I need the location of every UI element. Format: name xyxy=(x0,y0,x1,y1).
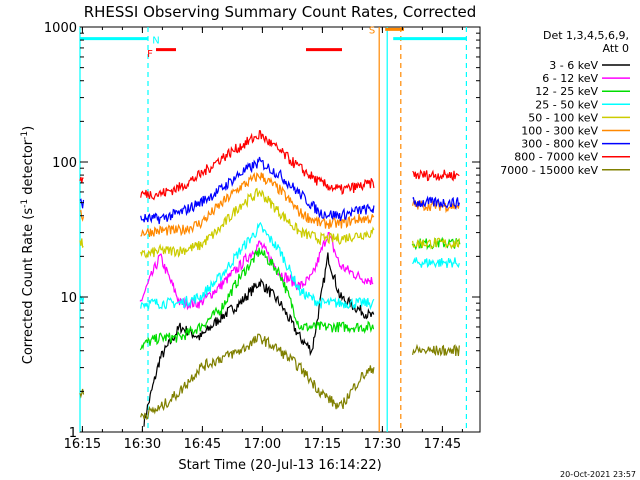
y-tick-label-3: 100 xyxy=(52,156,77,171)
annotation-s: S xyxy=(369,25,375,36)
series-9-segment-1 xyxy=(79,388,85,399)
series-7-segment-3 xyxy=(412,195,460,211)
series-6 xyxy=(79,172,460,238)
series-1-segment-1 xyxy=(143,252,375,427)
series-7 xyxy=(79,156,460,225)
legend-header-1: Det 1,3,4,5,6,9, xyxy=(543,29,629,42)
legend-label-1: 3 - 6 keV xyxy=(549,59,598,72)
x-tick-label-2: 16:30 xyxy=(124,437,161,452)
legend-label-8: 800 - 7000 keV xyxy=(514,151,598,164)
x-tick-label-3: 16:45 xyxy=(184,437,221,452)
y-axis-label-end: ) xyxy=(21,126,36,131)
series-1 xyxy=(143,252,375,427)
series-8-segment-2 xyxy=(140,129,375,201)
footer-timestamp: 20-Oct-2021 23:57 xyxy=(560,470,636,479)
x-axis: 16:15 16:30 16:45 17:00 17:15 17:30 17:45 xyxy=(64,27,463,452)
series-4-segment-3 xyxy=(412,257,460,269)
y-axis: 1 10 100 1000 xyxy=(44,21,480,441)
x-tick-label-6: 17:30 xyxy=(364,437,401,452)
series-7-segment-2 xyxy=(140,156,375,225)
series-6-segment-1 xyxy=(79,209,85,222)
series-2-segment-1 xyxy=(139,232,374,311)
series-8 xyxy=(79,129,460,201)
legend-label-9: 7000 - 15000 keV xyxy=(500,164,598,177)
series-5-segment-3 xyxy=(412,236,460,250)
y-tick-label-1: 1 xyxy=(69,426,77,441)
x-axis-label: Start Time (20-Jul-13 16:14:22) xyxy=(178,458,381,473)
series-5-segment-2 xyxy=(140,187,375,259)
plot-area: NF S xyxy=(79,25,481,433)
y-axis-label-mid: detector xyxy=(21,139,36,199)
series-4-segment-2 xyxy=(140,221,375,311)
legend-label-4: 25 - 50 keV xyxy=(535,98,598,111)
legend-label-2: 6 - 12 keV xyxy=(542,72,598,85)
plot-frame xyxy=(79,26,481,433)
chart-title: RHESSI Observing Summary Count Rates, Co… xyxy=(84,3,477,21)
annotation-n: N xyxy=(152,35,159,46)
y-axis-label-sup-1: -1 xyxy=(20,199,30,208)
series-7-segment-1 xyxy=(79,198,85,209)
y-tick-label-4: 1000 xyxy=(44,21,77,36)
y-tick-label-2: 10 xyxy=(60,291,77,306)
series-9 xyxy=(79,333,460,421)
y-axis-label: Corrected Count Rate (s-1 detector-1) xyxy=(20,126,36,364)
y-axis-label-sup-2: -1 xyxy=(20,131,30,140)
series-3-segment-1 xyxy=(139,247,375,351)
legend-header-2: Att 0 xyxy=(603,42,629,55)
x-tick-label-7: 17:45 xyxy=(424,437,461,452)
series-5 xyxy=(79,187,460,259)
legend-label-3: 12 - 25 keV xyxy=(535,85,598,98)
legend-label-7: 300 - 800 keV xyxy=(521,138,598,151)
legend-label-6: 100 - 300 keV xyxy=(521,125,598,138)
series-5-segment-1 xyxy=(79,238,84,248)
series-9-segment-3 xyxy=(412,343,460,357)
series-9-segment-2 xyxy=(140,333,375,421)
x-tick-label-1: 16:15 xyxy=(64,437,101,452)
series-6-segment-2 xyxy=(140,172,375,238)
series-2 xyxy=(139,232,374,311)
x-tick-label-4: 17:00 xyxy=(244,437,281,452)
y-axis-label-main: Corrected Count Rate (s xyxy=(21,208,36,365)
legend-label-5: 50 - 100 keV xyxy=(528,111,598,124)
series-8-segment-3 xyxy=(412,169,460,182)
annotation-f: F xyxy=(147,49,153,60)
x-tick-label-5: 17:15 xyxy=(304,437,341,452)
